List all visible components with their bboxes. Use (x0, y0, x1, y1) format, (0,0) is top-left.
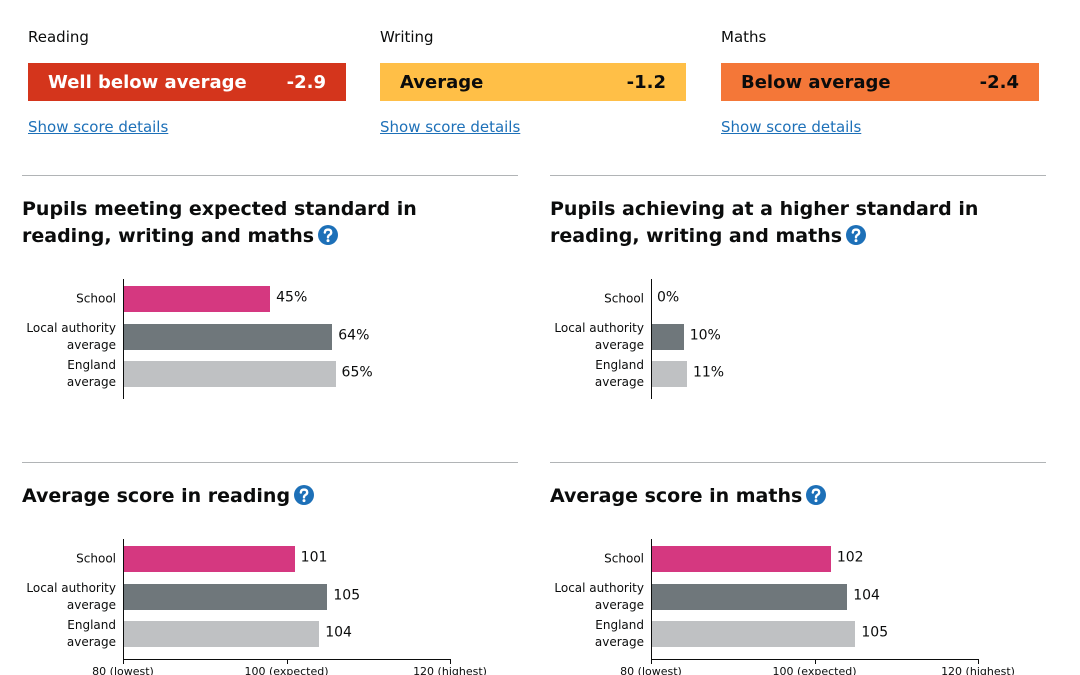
x-tick-label: 100 (expected) (772, 665, 857, 675)
value-label: 0% (657, 289, 680, 306)
value-label: 104 (853, 586, 880, 603)
x-tick (123, 659, 124, 664)
category-label: School (76, 291, 116, 306)
x-tick (286, 659, 288, 664)
chart-title: Pupils meeting expected standard in read… (22, 196, 512, 250)
y-axis-line (651, 279, 652, 399)
value-label: 10% (689, 326, 721, 343)
bar (652, 323, 684, 350)
bar (124, 286, 271, 312)
help-icon[interactable] (294, 485, 315, 505)
value-label: 65% (341, 364, 373, 381)
category-label: School (604, 291, 644, 306)
bar (124, 361, 336, 387)
band-label: Average (400, 71, 484, 93)
value-label: 102 (836, 549, 864, 566)
divider (22, 462, 518, 463)
band-label: Well below average (48, 71, 247, 93)
score-band: Average -1.2 (380, 63, 686, 101)
bar (652, 583, 848, 610)
bar (652, 546, 831, 572)
category-label: England average (66, 358, 116, 389)
category-label: Local authority average (554, 580, 644, 612)
chart-title-text: Average score in maths (550, 485, 803, 507)
category-label: School (76, 551, 116, 566)
category-label: England average (594, 618, 644, 649)
subject-label: Maths (721, 28, 767, 46)
x-tick-label: 120 (highest) (413, 665, 487, 675)
chart-title: Pupils achieving at a higher standard in… (550, 196, 1040, 250)
x-tick (814, 659, 816, 664)
x-tick (450, 659, 451, 664)
score-details-link[interactable]: Show score details (721, 118, 862, 136)
chart-title: Average score in maths (550, 483, 1040, 510)
x-tick (978, 659, 979, 664)
help-icon[interactable] (806, 485, 827, 505)
y-axis-line (651, 539, 652, 659)
x-tick-label: 80 (lowest) (620, 665, 682, 675)
value-label: 104 (325, 624, 352, 641)
x-tick-label: 120 (highest) (941, 665, 1015, 675)
x-tick-label: 100 (expected) (244, 665, 329, 675)
divider (550, 175, 1046, 176)
score-value: -2.4 (979, 71, 1019, 93)
score-value: -2.9 (286, 71, 326, 93)
y-axis-line (123, 539, 124, 659)
divider (22, 175, 518, 176)
value-label: 101 (300, 549, 328, 566)
help-icon[interactable] (318, 225, 339, 245)
bar (124, 546, 295, 572)
value-label: 64% (338, 326, 370, 343)
bar (124, 583, 328, 610)
subject-label: Writing (380, 28, 434, 46)
score-band: Well below average -2.9 (28, 63, 346, 101)
chart-title-text: Pupils meeting expected standard in read… (22, 198, 417, 247)
category-label: England average (66, 618, 116, 649)
value-label: 11% (692, 364, 725, 381)
band-label: Below average (741, 71, 891, 93)
help-icon[interactable] (846, 225, 867, 245)
score-details-link[interactable]: Show score details (28, 118, 169, 136)
score-value: -1.2 (626, 71, 666, 93)
score-band: Below average -2.4 (721, 63, 1039, 101)
category-label: Local authority average (554, 320, 644, 352)
value-label: 105 (333, 586, 361, 603)
y-axis-line (123, 279, 124, 399)
divider (550, 462, 1046, 463)
score-details-link[interactable]: Show score details (380, 118, 521, 136)
chart-title-text: Average score in reading (22, 485, 291, 507)
value-label: 105 (861, 624, 889, 641)
x-tick (651, 659, 652, 664)
chart-title-text: Pupils achieving at a higher standard in… (550, 198, 979, 247)
bar (652, 621, 856, 647)
bar (124, 621, 320, 647)
category-label: England average (594, 358, 644, 389)
subject-label: Reading (28, 28, 89, 46)
category-label: Local authority average (26, 320, 116, 352)
value-label: 45% (276, 289, 308, 306)
chart-title: Average score in reading (22, 483, 512, 510)
bar (124, 323, 333, 350)
bar (652, 361, 687, 387)
x-tick-label: 80 (lowest) (92, 665, 154, 675)
category-label: Local authority average (26, 580, 116, 612)
category-label: School (604, 551, 644, 566)
